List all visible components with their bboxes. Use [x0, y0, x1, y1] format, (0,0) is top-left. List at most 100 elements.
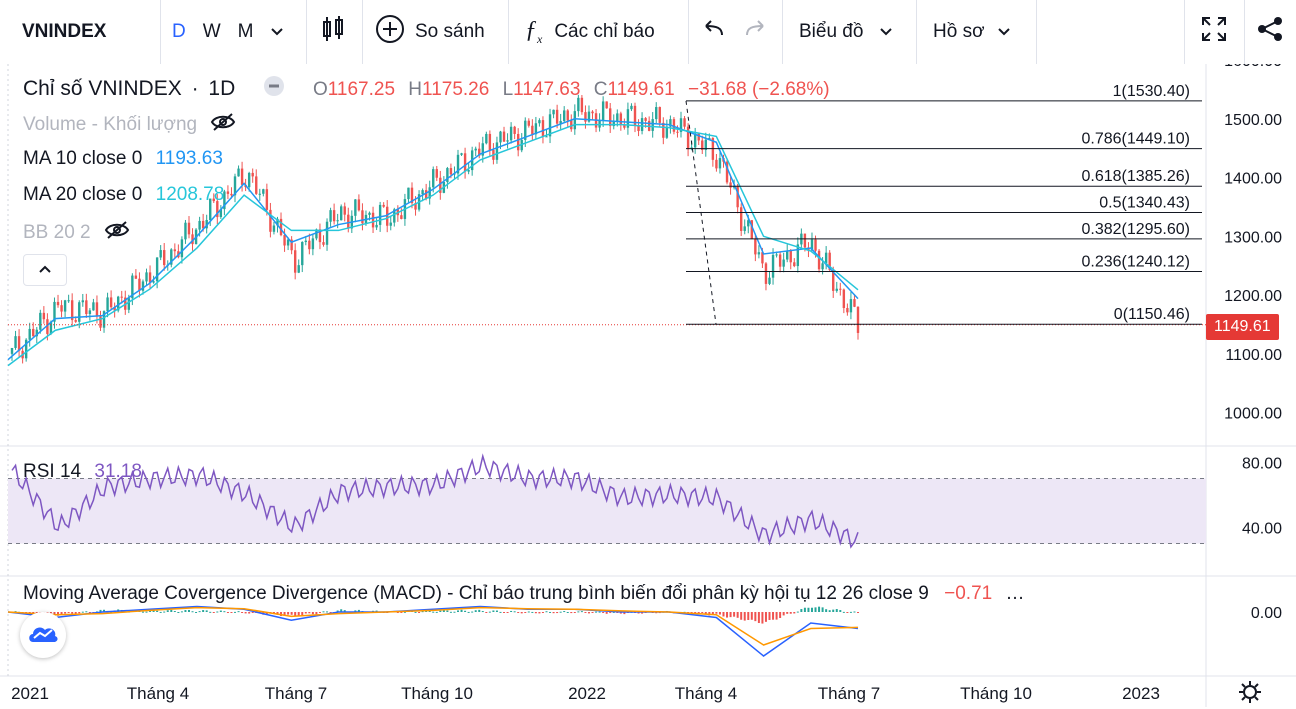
share-button[interactable] — [1256, 0, 1284, 64]
macd-histogram-bar — [428, 610, 431, 612]
indicators-button[interactable]: ƒx Các chỉ báo — [525, 0, 655, 64]
tradingview-logo[interactable] — [20, 612, 66, 658]
candle-body — [563, 110, 566, 121]
bb-legend[interactable]: BB 20 2 — [23, 220, 130, 246]
macd-histogram-bar — [754, 612, 757, 622]
candle-body — [534, 123, 538, 135]
candle-body — [127, 298, 131, 310]
candle-body — [49, 321, 53, 334]
chart-type-button[interactable]: Biểu đồ — [799, 0, 893, 64]
interval-d-button[interactable]: D — [172, 21, 186, 42]
candle-body — [106, 297, 109, 312]
candle-body — [619, 113, 623, 125]
macd-histogram-bar — [524, 612, 527, 613]
candle-body — [283, 235, 286, 246]
fullscreen-icon — [1200, 15, 1228, 49]
macd-histogram-bar — [57, 612, 60, 616]
macd-histogram-bar — [488, 611, 491, 613]
macd-histogram-bar — [265, 612, 268, 615]
candle-body — [729, 182, 732, 188]
time-axis-label: 2023 — [1122, 684, 1160, 703]
macd-histogram-bar — [329, 612, 332, 613]
profile-label: Hồ sơ — [933, 21, 985, 42]
eye-off-icon[interactable] — [210, 112, 236, 138]
macd-histogram-bar — [764, 612, 767, 622]
candle-body — [672, 119, 676, 132]
eye-off-icon[interactable] — [104, 220, 130, 246]
low-label: L — [502, 78, 514, 100]
fib-level-label: 0.5(1340.43) — [1099, 195, 1190, 212]
macd-histogram-bar — [67, 612, 70, 613]
chevron-down-icon[interactable] — [270, 21, 284, 43]
macd-tick-label: 0.00 — [1251, 605, 1282, 622]
candle-body — [301, 241, 304, 266]
candle-body — [428, 187, 431, 199]
price-axis[interactable]: 1600.00 1500.00 1400.00 1300.00 1200.00 1100.… — [1224, 64, 1282, 423]
fibonacci-retracement[interactable]: 1(1530.40) 0.786(1449.10) 0.618(1385.26) 0.… — [685, 83, 1202, 325]
candle-body — [311, 238, 315, 250]
macd-histogram-bar — [449, 611, 452, 613]
macd-histogram-bar — [718, 612, 721, 615]
symbol-search-button[interactable]: VNINDEX — [12, 0, 162, 64]
candle-body — [230, 193, 233, 196]
macd-histogram-bar — [740, 612, 743, 620]
ma10-legend[interactable]: MA 10 close 0 1193.63 — [23, 148, 223, 170]
time-axis[interactable]: 2021 Tháng 4 Tháng 7 Tháng 10 2022 Tháng 4 Thá… — [11, 684, 1160, 703]
candle-body — [28, 328, 31, 340]
candle-body — [357, 199, 361, 211]
redo-button[interactable] — [743, 0, 767, 64]
volume-legend[interactable]: Volume - Khối lượng — [23, 112, 236, 138]
candle-body — [662, 122, 665, 138]
macd-histogram-bar — [701, 612, 704, 613]
macd-histogram-bar — [354, 610, 357, 612]
legend-collapse-button[interactable] — [23, 254, 67, 286]
macd-value: −0.71 — [944, 583, 993, 604]
candle-body — [297, 265, 300, 273]
candle-body — [757, 252, 761, 255]
candle-body — [587, 111, 591, 122]
macd-histogram-bar — [757, 612, 760, 624]
macd-histogram-bar — [230, 612, 233, 613]
candle-body — [354, 199, 357, 216]
macd-histogram-bar — [64, 612, 67, 614]
ma10-line — [7, 118, 859, 361]
profile-button[interactable]: Hồ sơ — [933, 0, 1011, 64]
macd-more[interactable]: … — [1005, 583, 1025, 604]
settings-button[interactable] — [1238, 680, 1262, 709]
candle-body — [386, 206, 389, 226]
time-axis-label: 2021 — [11, 684, 49, 703]
macd-histogram-bar — [736, 612, 739, 618]
macd-legend[interactable]: Moving Average Covergence Divergence (MA… — [23, 583, 1024, 605]
macd-histogram-bar — [418, 612, 421, 613]
macd-histogram-bar — [726, 612, 729, 618]
candles-style-button[interactable] — [322, 0, 344, 64]
candle-body — [332, 210, 336, 222]
toolbar-divider — [1184, 0, 1185, 64]
ma20-legend[interactable]: MA 20 close 0 1208.78 — [23, 184, 224, 206]
interval-w-button[interactable]: W — [202, 21, 221, 42]
macd-histogram-bar — [495, 610, 498, 612]
macd-histogram-bar — [697, 612, 700, 613]
rsi-legend[interactable]: RSI 14 31.18 — [23, 461, 142, 483]
macd-histogram-bar — [775, 612, 778, 620]
candle-body — [506, 140, 509, 142]
undo-button[interactable] — [702, 0, 726, 64]
candle-body — [686, 126, 690, 150]
time-axis-label: Tháng 7 — [265, 684, 327, 703]
compare-button[interactable]: So sánh — [375, 0, 485, 64]
fullscreen-button[interactable] — [1200, 0, 1228, 64]
candle-body — [95, 302, 99, 317]
macd-histogram-bar — [556, 612, 559, 614]
interval-m-button[interactable]: M — [237, 21, 254, 42]
macd-histogram-bar — [570, 612, 573, 614]
candle-body — [237, 168, 240, 177]
candle-body — [718, 158, 722, 169]
candle-body — [226, 191, 230, 194]
ma20-line — [7, 123, 859, 367]
macd-histogram-bar — [641, 612, 644, 614]
macd-histogram-bar — [598, 611, 601, 613]
legend-collapse-icon[interactable] — [263, 75, 285, 103]
fib-level-label: 0.236(1240.12) — [1081, 253, 1190, 270]
chart-canvas[interactable]: 1600.00 1500.00 1400.00 1300.00 1200.00 1100.… — [0, 64, 1296, 707]
candle-body — [775, 254, 778, 256]
